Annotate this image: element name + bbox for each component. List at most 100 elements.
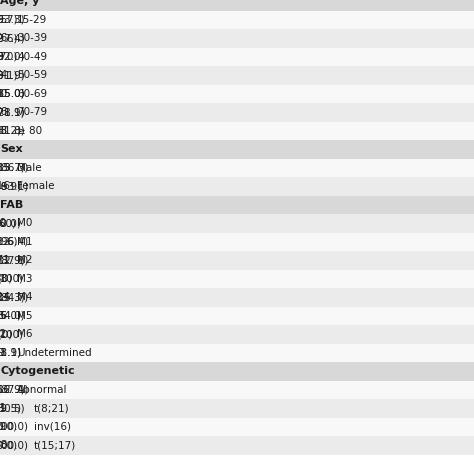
Bar [0, 158, 474, 177]
Text: 256: 256 [0, 385, 10, 395]
Text: 60-69: 60-69 [17, 89, 47, 99]
Text: 0 (0.0): 0 (0.0) [0, 440, 18, 450]
Text: 105 (84.7): 105 (84.7) [0, 292, 28, 302]
Text: 9: 9 [0, 348, 4, 358]
Bar [0, 195, 474, 214]
Bar [0, 66, 474, 84]
Text: M0: M0 [17, 218, 32, 228]
Text: .332: .332 [0, 311, 1, 321]
Text: 87: 87 [0, 52, 7, 62]
Text: 12: 12 [0, 329, 7, 339]
Text: Age, y: Age, y [0, 0, 39, 6]
Bar [0, 325, 474, 344]
Text: Undetermined: Undetermined [17, 348, 91, 358]
Text: 1 (11.1): 1 (11.1) [0, 348, 21, 358]
Text: .628: .628 [0, 329, 1, 339]
Text: 19 (100.0): 19 (100.0) [0, 422, 27, 432]
Text: .025: .025 [0, 274, 1, 284]
Bar [0, 177, 474, 195]
Text: t(8;21): t(8;21) [34, 403, 70, 413]
Text: .016: .016 [0, 144, 1, 154]
Text: 68 (85.0): 68 (85.0) [0, 89, 25, 99]
Text: M6: M6 [17, 329, 33, 339]
Text: M1: M1 [17, 237, 33, 247]
Text: 60 (78.9): 60 (78.9) [0, 107, 25, 117]
Text: 0 (0.0): 0 (0.0) [0, 422, 18, 432]
Text: 41: 41 [0, 403, 7, 413]
Text: 16 (21.1): 16 (21.1) [0, 107, 24, 117]
Text: 33 (80.5): 33 (80.5) [0, 403, 25, 413]
Text: 0 (0): 0 (0) [0, 329, 13, 339]
Text: .003: .003 [0, 237, 1, 247]
Text: 112: 112 [0, 237, 10, 247]
Bar [0, 29, 474, 47]
Bar [0, 84, 474, 103]
Text: 39 (13.7): 39 (13.7) [0, 163, 24, 173]
Text: 33: 33 [0, 126, 7, 136]
Bar [0, 270, 474, 288]
Text: 19 (15.3): 19 (15.3) [0, 292, 24, 302]
Text: 6 (8.1): 6 (8.1) [0, 70, 18, 80]
Text: 149 (87.1): 149 (87.1) [0, 255, 28, 265]
Text: .035: .035 [0, 440, 1, 450]
Bar [0, 288, 474, 307]
Bar [0, 436, 474, 455]
Text: M5: M5 [17, 311, 33, 321]
Bar [0, 214, 474, 233]
Text: inv(16): inv(16) [34, 422, 71, 432]
Text: 38: 38 [0, 274, 7, 284]
Bar [0, 418, 474, 436]
Bar [0, 344, 474, 362]
Text: 76: 76 [0, 107, 7, 117]
Text: 12 (100): 12 (100) [0, 329, 23, 339]
Bar [0, 307, 474, 325]
Text: 171: 171 [0, 255, 10, 265]
Text: 8 (19.5): 8 (19.5) [0, 403, 21, 413]
Text: 5 (6.7): 5 (6.7) [0, 15, 18, 25]
Text: 19: 19 [0, 422, 7, 432]
Text: 38 (100.0): 38 (100.0) [0, 440, 27, 450]
Text: 22 (12.9): 22 (12.9) [0, 255, 24, 265]
Text: 75: 75 [0, 15, 7, 25]
Bar [0, 0, 474, 10]
Text: M3: M3 [17, 274, 33, 284]
Text: Sex: Sex [0, 144, 23, 154]
Text: 124: 124 [0, 292, 10, 302]
Text: Female: Female [17, 181, 55, 191]
Bar [0, 399, 474, 418]
Text: 15-29: 15-29 [17, 15, 47, 25]
Text: .060: .060 [0, 292, 1, 302]
Bar [0, 121, 474, 140]
Text: 76: 76 [0, 33, 7, 43]
Bar [0, 47, 474, 66]
Text: 70-79: 70-79 [17, 107, 47, 117]
Text: 0 (0): 0 (0) [0, 274, 13, 284]
Text: t(15;17): t(15;17) [34, 440, 76, 450]
Text: 25: 25 [0, 311, 7, 321]
Text: .974: .974 [0, 348, 1, 358]
Text: Abnormal: Abnormal [17, 385, 67, 395]
Text: 74: 74 [0, 70, 7, 80]
Text: 4 (3.6): 4 (3.6) [0, 237, 18, 247]
Text: .016: .016 [0, 218, 1, 228]
Bar [0, 362, 474, 381]
Text: 38 (100): 38 (100) [0, 274, 23, 284]
Text: 30-39: 30-39 [17, 33, 47, 43]
Text: 216: 216 [0, 181, 10, 191]
Text: M2: M2 [17, 255, 33, 265]
Text: 8 (88.9): 8 (88.9) [0, 348, 21, 358]
Text: Cytogenetic: Cytogenetic [0, 366, 74, 376]
Text: 12 (15.0): 12 (15.0) [0, 89, 24, 99]
Text: 246 (86.3): 246 (86.3) [0, 163, 28, 173]
Text: 108 (96.4): 108 (96.4) [0, 237, 28, 247]
Text: 50-59: 50-59 [17, 70, 47, 80]
Bar [0, 10, 474, 29]
Text: 223 (87.1): 223 (87.1) [0, 385, 28, 395]
Text: 80: 80 [0, 89, 7, 99]
Text: 4 (40.0): 4 (40.0) [0, 218, 21, 228]
Text: 6 (18.2): 6 (18.2) [0, 126, 21, 136]
Bar [0, 103, 474, 121]
Text: 6 (60): 6 (60) [0, 218, 16, 228]
Text: .247: .247 [0, 422, 1, 432]
Text: 27 (81.8): 27 (81.8) [0, 126, 25, 136]
